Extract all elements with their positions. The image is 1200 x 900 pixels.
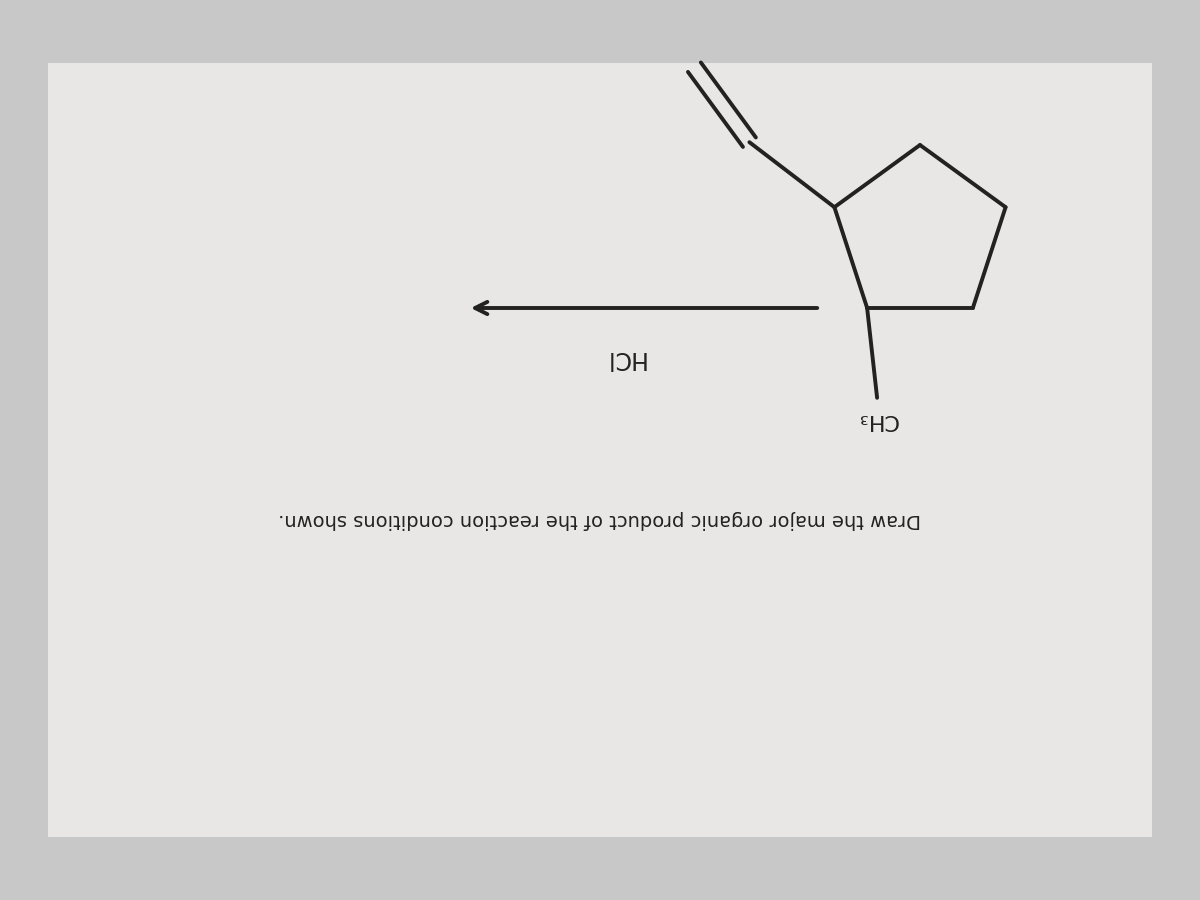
Text: CH₃: CH₃ (857, 410, 898, 430)
Bar (48, 63, 1152, 837)
Text: HCl: HCl (604, 346, 644, 370)
Text: Draw the major organic product of the reaction conditions shown.: Draw the major organic product of the re… (278, 510, 922, 529)
